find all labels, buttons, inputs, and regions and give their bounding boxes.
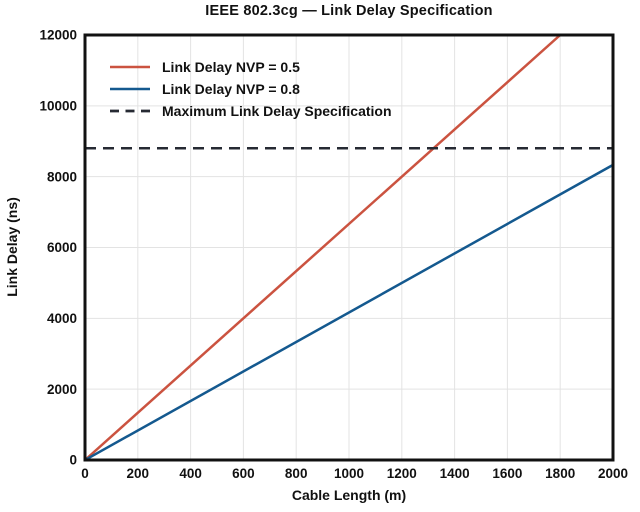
series-line-1 (85, 163, 613, 460)
y-tick-label: 8000 (47, 169, 77, 184)
y-tick-label: 0 (69, 453, 77, 468)
legend-item-nvp-08: Link Delay NVP = 0.8 (108, 78, 392, 100)
y-tick-label: 2000 (47, 382, 77, 397)
blue-line-swatch-icon (110, 87, 150, 91)
x-tick-label: 2000 (598, 466, 628, 481)
y-tick-label: 10000 (39, 99, 77, 114)
legend-label-nvp-08: Link Delay NVP = 0.8 (162, 81, 300, 97)
y-tick-label: 4000 (47, 311, 77, 326)
x-tick-label: 400 (179, 466, 202, 481)
legend-label-max-spec: Maximum Link Delay Specification (162, 103, 392, 119)
dashed-line-swatch-icon (110, 109, 150, 113)
x-tick-label: 600 (232, 466, 255, 481)
x-tick-label: 1800 (545, 466, 575, 481)
y-axis-label: Link Delay (ns) (4, 197, 20, 297)
x-tick-label: 1000 (334, 466, 364, 481)
x-tick-label: 200 (127, 466, 150, 481)
chart-title: IEEE 802.3cg — Link Delay Specification (205, 3, 493, 19)
x-tick-label: 1200 (387, 466, 417, 481)
x-axis-label: Cable Length (m) (291, 487, 407, 503)
red-line-swatch-icon (110, 65, 150, 69)
x-tick-label: 800 (285, 466, 308, 481)
x-tick-label: 0 (81, 466, 89, 481)
y-tick-label: 12000 (39, 28, 77, 43)
legend-item-max-spec: Maximum Link Delay Specification (108, 100, 392, 122)
plot-border (83, 33, 615, 462)
x-tick-label: 1400 (440, 466, 470, 481)
legend-item-nvp-05: Link Delay NVP = 0.5 (108, 56, 392, 78)
y-tick-label: 6000 (47, 240, 77, 255)
legend-label-nvp-05: Link Delay NVP = 0.5 (162, 59, 300, 75)
legend: Link Delay NVP = 0.5 Link Delay NVP = 0.… (108, 56, 392, 122)
series-line-0 (85, 35, 562, 460)
x-tick-label: 1600 (492, 466, 522, 481)
